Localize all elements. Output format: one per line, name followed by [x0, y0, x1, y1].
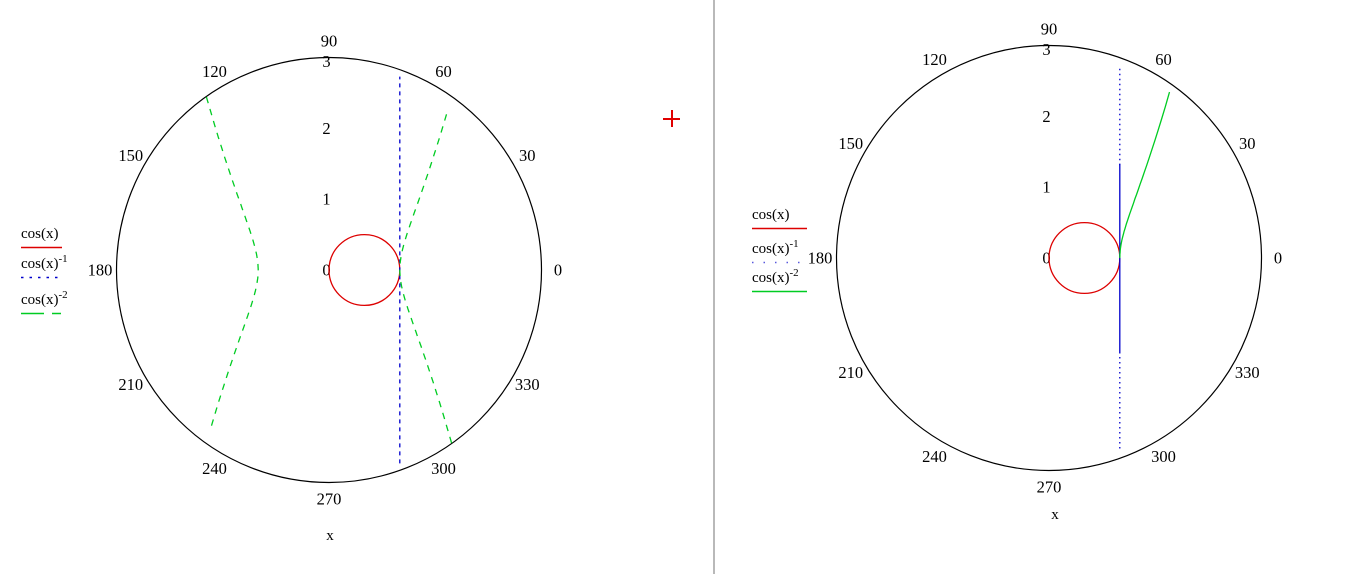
angle-tick-label: 30: [519, 146, 536, 165]
crosshair-cursor: [671, 110, 673, 127]
radial-tick-label: 2: [1042, 107, 1050, 126]
legend-label: cos(x)-1: [21, 253, 68, 272]
angle-tick-label: 300: [1151, 447, 1176, 466]
angle-tick-label: 270: [1037, 478, 1062, 497]
legend-item: cos(x)-1: [21, 253, 68, 280]
trace-sec2: [1119, 91, 1171, 259]
angle-tick-label: 60: [435, 62, 452, 81]
angle-tick-label: 180: [88, 261, 113, 280]
legend-sample-line: [752, 261, 807, 264]
legend-label: cos(x)-2: [752, 267, 799, 286]
trace-cos: [1048, 221, 1121, 295]
angle-tick-label: 30: [1239, 134, 1256, 153]
polar-outline: [115, 56, 543, 484]
angle-tick-label: 150: [118, 146, 143, 165]
legend-sample-line: [21, 312, 62, 315]
angle-tick-label: 240: [922, 447, 947, 466]
angle-tick-label: 330: [515, 375, 540, 394]
page-break-divider: [713, 0, 715, 574]
x-axis-label-left: x: [326, 528, 334, 544]
radial-tick-label: 1: [322, 190, 330, 209]
angle-tick-label: 120: [922, 50, 947, 69]
angle-tick-label: 0: [1274, 249, 1282, 268]
angle-tick-label: 90: [321, 32, 338, 51]
trace-sec2: [399, 110, 453, 444]
legend-label: cos(x)-1: [752, 238, 799, 257]
angle-tick-label: 180: [808, 249, 833, 268]
legend-sample-line: [21, 276, 62, 279]
radial-tick-label: 3: [1042, 40, 1050, 59]
angle-tick-label: 210: [838, 363, 863, 382]
angle-tick-label: 60: [1155, 50, 1172, 69]
radial-tick-label: 3: [322, 52, 330, 71]
angle-tick-label: 210: [118, 375, 143, 394]
legend-label: cos(x): [752, 207, 790, 223]
angle-tick-label: 0: [554, 261, 562, 280]
angle-tick-label: 240: [202, 459, 227, 478]
radial-tick-label: 0: [322, 261, 330, 280]
radial-tick-label: 1: [1042, 178, 1050, 197]
angle-tick-label: 120: [202, 62, 227, 81]
legend-item: cos(x): [752, 208, 807, 231]
angle-tick-label: 270: [317, 490, 342, 509]
legend-item: cos(x)-2: [21, 289, 68, 316]
trace-sec2: [205, 96, 259, 430]
legend-item: cos(x)-1: [752, 238, 807, 265]
trace-cos: [328, 233, 401, 307]
legend-item: cos(x): [21, 227, 62, 250]
angle-tick-label: 300: [431, 459, 456, 478]
legend-label: cos(x): [21, 226, 59, 242]
legend-item: cos(x)-2: [752, 267, 807, 294]
radial-tick-label: 0: [1042, 249, 1050, 268]
radial-tick-label: 2: [322, 119, 330, 138]
angle-tick-label: 330: [1235, 363, 1260, 382]
angle-tick-label: 90: [1041, 20, 1058, 39]
angle-tick-label: 150: [838, 134, 863, 153]
polar-outline: [835, 44, 1263, 472]
x-axis-label-right: x: [1051, 507, 1059, 523]
legend-label: cos(x)-2: [21, 289, 68, 308]
legend-sample-line: [752, 290, 807, 293]
legend-sample-line: [752, 227, 807, 230]
legend-sample-line: [21, 246, 62, 249]
